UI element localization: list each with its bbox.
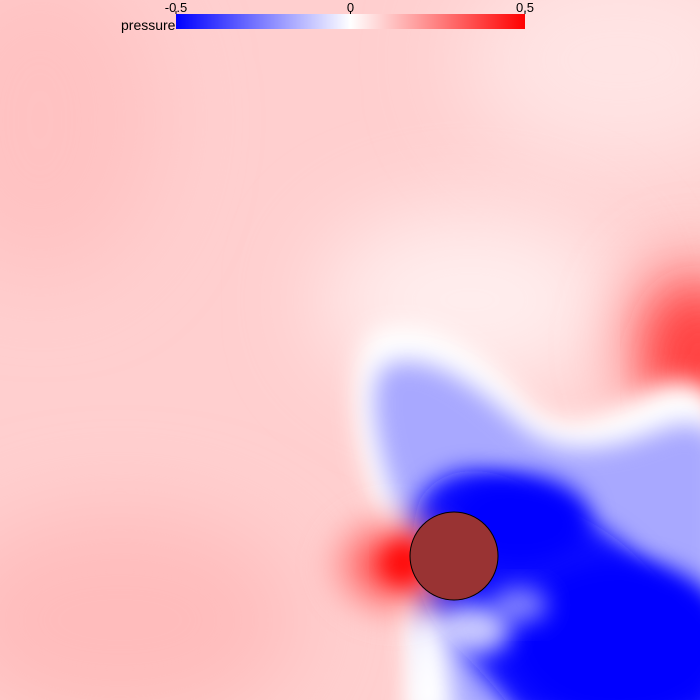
colorbar-tick-label: 0 xyxy=(346,0,355,15)
colorbar-label: pressure xyxy=(121,17,176,33)
colorbar-tick-label: -0.5 xyxy=(164,0,188,15)
obstacle-circle xyxy=(409,511,499,601)
colorbar xyxy=(176,14,525,29)
colorbar-ticks xyxy=(175,11,526,14)
colorbar-tick-label: 0.5 xyxy=(515,0,535,15)
